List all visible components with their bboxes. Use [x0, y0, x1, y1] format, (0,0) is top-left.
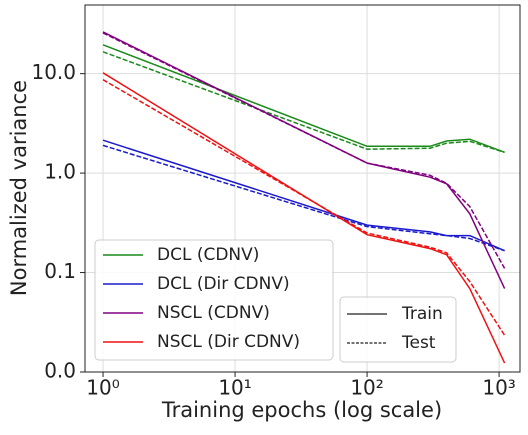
- x-tick-label: 10⁰: [86, 376, 119, 400]
- legend-label: DCL (Dir CDNV): [157, 274, 290, 294]
- legend-label: NSCL (Dir CDNV): [157, 332, 300, 352]
- legend-label: NSCL (CDNV): [157, 303, 270, 323]
- legend-box: [339, 296, 457, 363]
- x-tick-label: 10¹: [218, 376, 251, 400]
- legend-label: Train: [401, 304, 443, 324]
- x-axis-label: Training epochs (log scale): [161, 398, 442, 422]
- test-line: [102, 79, 506, 336]
- test-line: [102, 144, 505, 252]
- x-tick-label: 10³: [482, 376, 515, 400]
- y-tick-label: 1.0: [44, 160, 76, 184]
- y-tick-label: 0.1: [44, 259, 76, 283]
- legend-label: Test: [401, 333, 436, 353]
- train-line: [102, 44, 505, 154]
- plot-frame: [84, 4, 521, 373]
- test-line: [102, 32, 506, 269]
- legend-label: DCL (CDNV): [157, 245, 259, 265]
- legend-box: [94, 239, 334, 361]
- x-tick-label: 10²: [350, 376, 383, 400]
- test-line: [102, 51, 505, 154]
- y-axis-label: Normalized variance: [7, 80, 31, 296]
- y-tick-label: 0.0: [44, 359, 76, 383]
- y-tick-label: 10.0: [31, 60, 76, 84]
- train-line: [102, 139, 505, 252]
